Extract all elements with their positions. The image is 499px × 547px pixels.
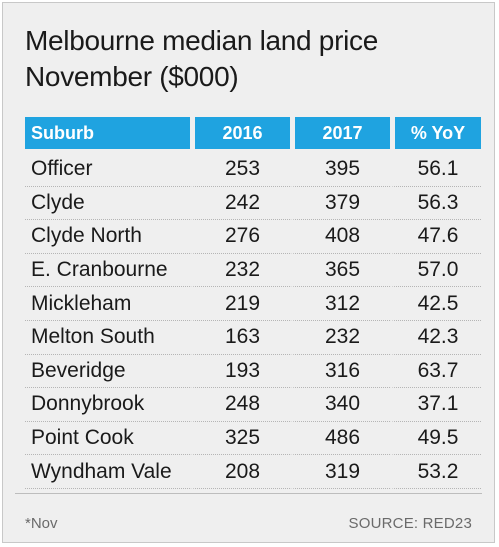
cell-2016: 276: [190, 220, 290, 254]
source-credit: SOURCE: RED23: [348, 515, 472, 532]
cell-yoy: 53.2: [390, 455, 481, 489]
cell-suburb: Mickleham: [25, 287, 190, 321]
table-row: Beveridge 193 316 63.7: [25, 354, 481, 389]
chart-title: Melbourne median land price November ($0…: [25, 23, 485, 95]
cell-2016: 242: [190, 186, 290, 221]
table-row: Wyndham Vale 208 319 53.2: [25, 455, 481, 489]
cell-suburb: Beveridge: [25, 355, 190, 389]
table-row: Officer 253 395 56.1: [25, 149, 481, 187]
cell-2017: 232: [290, 320, 390, 355]
footer-divider: [15, 493, 482, 494]
cell-2016: 219: [190, 287, 290, 321]
header-yoy: % YoY: [390, 117, 481, 149]
cell-yoy: 57.0: [390, 253, 481, 288]
cell-2016: 325: [190, 421, 290, 456]
cell-2016: 248: [190, 388, 290, 422]
cell-yoy: 42.3: [390, 320, 481, 355]
cell-2017: 486: [290, 421, 390, 456]
cell-2016: 253: [190, 149, 290, 187]
cell-suburb: Wyndham Vale: [25, 455, 190, 489]
cell-yoy: 56.1: [390, 149, 481, 187]
cell-2017: 408: [290, 220, 390, 254]
cell-suburb: E. Cranbourne: [25, 254, 190, 288]
cell-suburb: Officer: [25, 149, 190, 187]
cell-yoy: 42.5: [390, 287, 481, 321]
cell-yoy: 63.7: [390, 354, 481, 389]
header-suburb: Suburb: [25, 117, 190, 149]
chart-panel: Melbourne median land price November ($0…: [2, 2, 495, 543]
footnote: *Nov: [25, 515, 58, 532]
cell-2016: 208: [190, 455, 290, 489]
title-line-2: November ($000): [25, 61, 239, 92]
cell-suburb: Point Cook: [25, 422, 190, 456]
cell-2016: 193: [190, 354, 290, 389]
cell-2017: 316: [290, 354, 390, 389]
price-table: Suburb 2016 2017 % YoY Officer 253 395 56.1…: [25, 117, 481, 489]
cell-yoy: 56.3: [390, 186, 481, 221]
cell-2017: 365: [290, 253, 390, 288]
cell-2017: 340: [290, 388, 390, 422]
title-line-1: Melbourne median land price: [25, 25, 379, 56]
table-row: E. Cranbourne 232 365 57.0: [25, 253, 481, 288]
header-row: Suburb 2016 2017 % YoY: [25, 117, 481, 149]
cell-yoy: 37.1: [390, 388, 481, 422]
header-2017: 2017: [290, 117, 390, 149]
cell-2017: 319: [290, 455, 390, 489]
cell-suburb: Donnybrook: [25, 388, 190, 422]
cell-2017: 395: [290, 149, 390, 187]
cell-2016: 232: [190, 253, 290, 288]
cell-2017: 379: [290, 186, 390, 221]
table-row: Clyde North 276 408 47.6: [25, 220, 481, 254]
cell-2017: 312: [290, 287, 390, 321]
cell-yoy: 49.5: [390, 421, 481, 456]
cell-suburb: Clyde: [25, 187, 190, 221]
cell-2016: 163: [190, 320, 290, 355]
table-row: Clyde 242 379 56.3: [25, 186, 481, 221]
table-row: Donnybrook 248 340 37.1: [25, 388, 481, 422]
table-row: Melton South 163 232 42.3: [25, 320, 481, 355]
cell-suburb: Melton South: [25, 321, 190, 355]
header-2016: 2016: [190, 117, 290, 149]
cell-yoy: 47.6: [390, 220, 481, 254]
table-row: Mickleham 219 312 42.5: [25, 287, 481, 321]
cell-suburb: Clyde North: [25, 220, 190, 254]
table-body: Officer 253 395 56.1 Clyde 242 379 56.3 Clyde No…: [25, 149, 481, 489]
table-row: Point Cook 325 486 49.5: [25, 421, 481, 456]
